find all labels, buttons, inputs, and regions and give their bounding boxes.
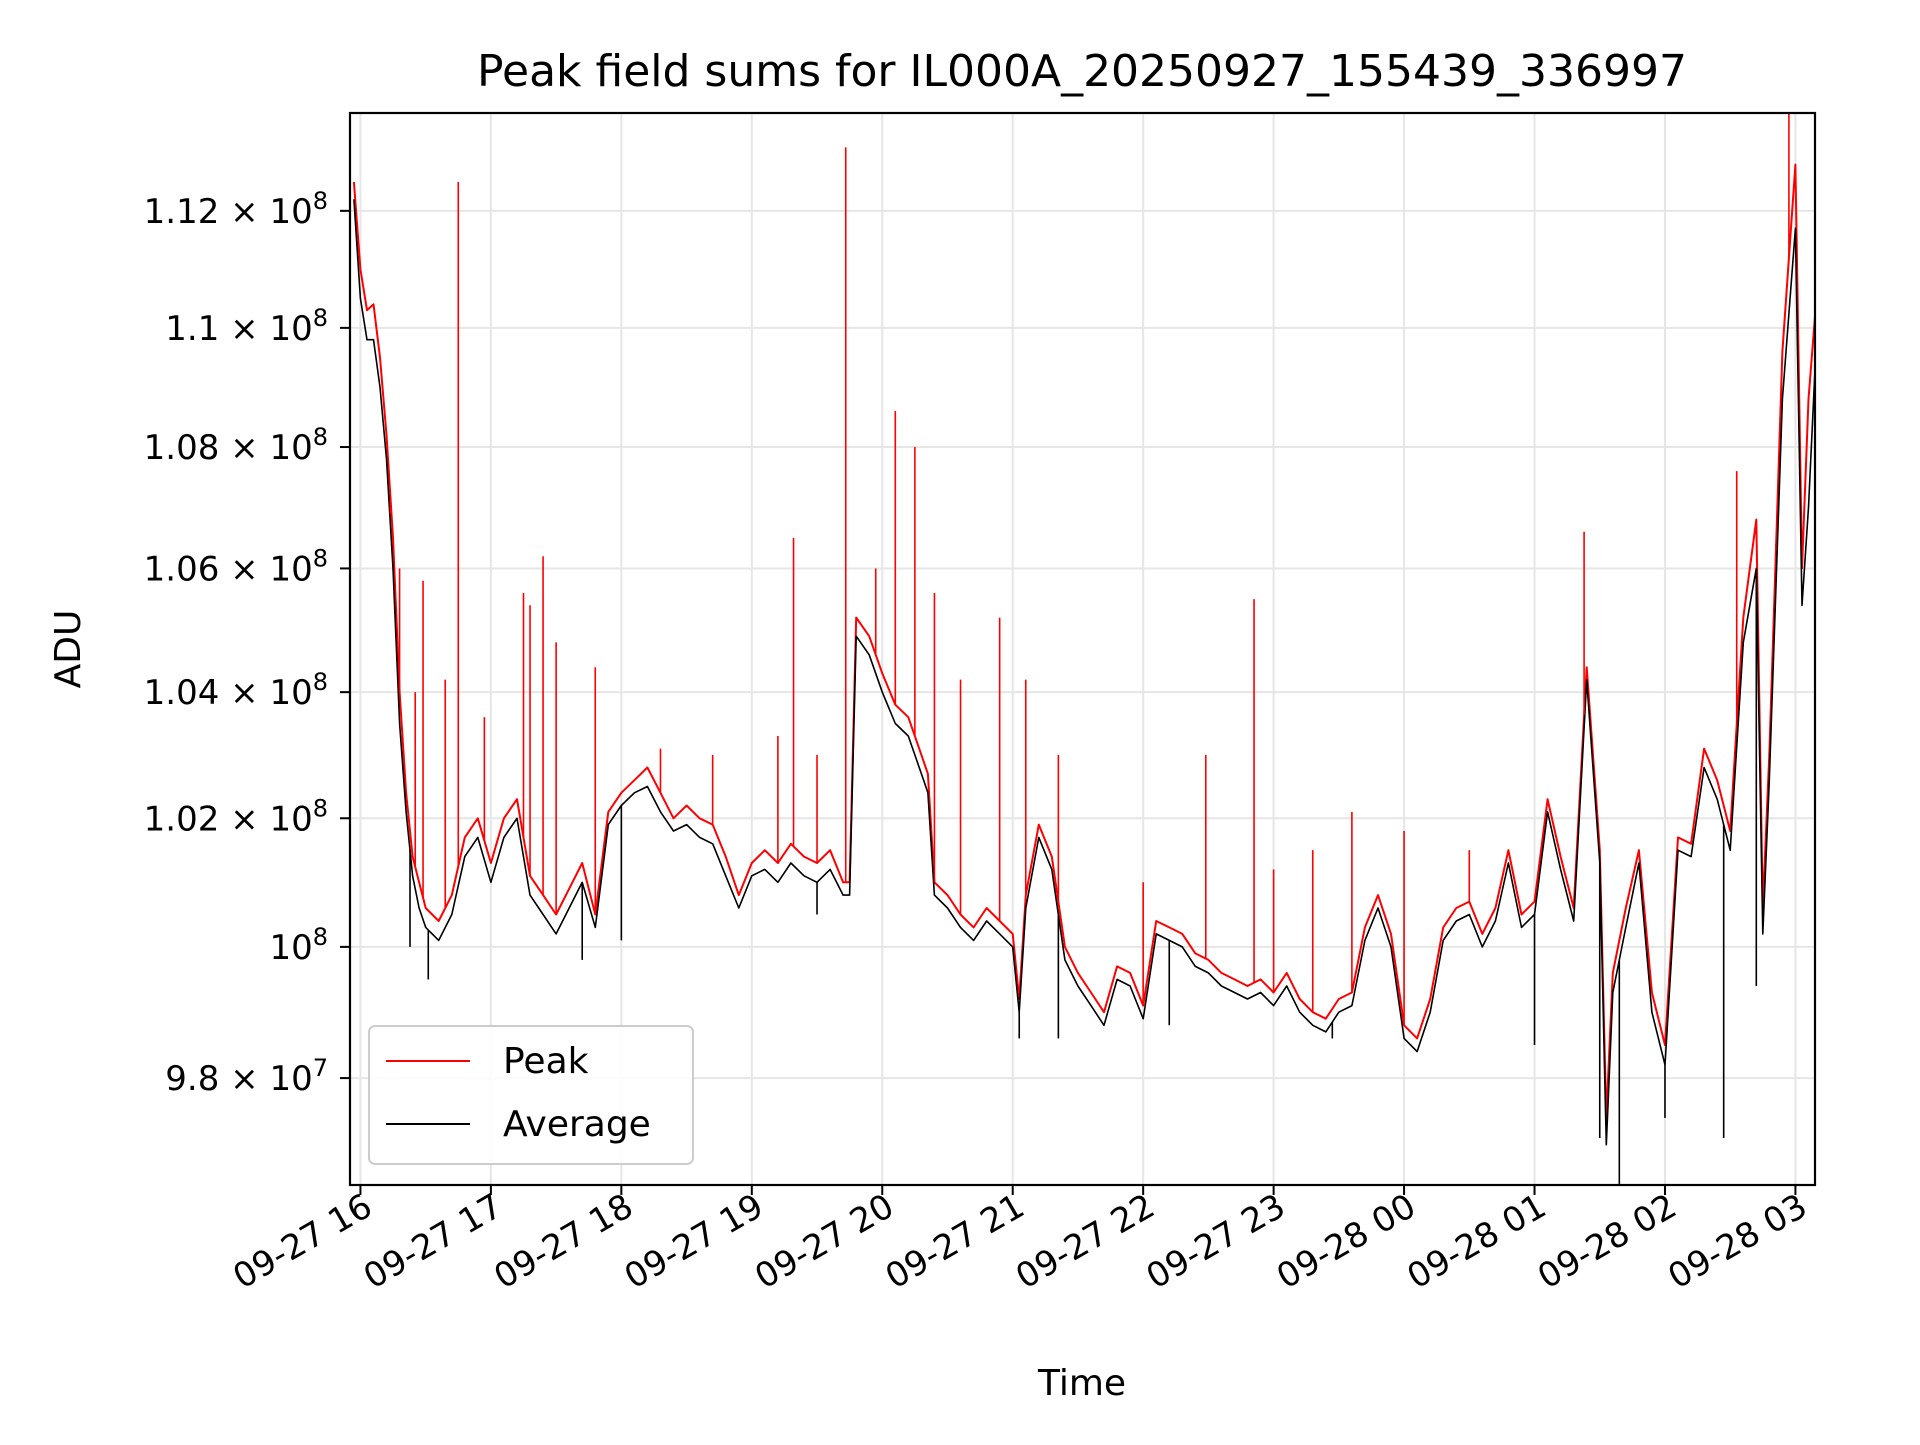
series-line-average	[353, 199, 1816, 1146]
y-tick-label: 1.06 × 108	[144, 544, 328, 589]
y-tick-label: 1.02 × 108	[144, 794, 328, 839]
y-tick-label: 1.12 × 108	[144, 187, 328, 232]
y-tick-label: 1.04 × 108	[144, 668, 328, 713]
y-tick-label: 1.08 × 108	[144, 423, 328, 468]
grid	[350, 113, 1815, 1185]
legend-label-average: Average	[503, 1104, 651, 1145]
series-line-peak	[352, 163, 1816, 1119]
y-axis-label: ADU	[48, 610, 89, 689]
legend-label-peak: Peak	[503, 1041, 589, 1082]
x-axis-label: Time	[1037, 1363, 1126, 1404]
y-tick-label: 1.1 × 108	[165, 304, 328, 349]
chart-title: Peak field sums for IL000A_20250927_1554…	[477, 46, 1687, 97]
y-tick-label: 108	[269, 923, 328, 968]
legend: Peak Average	[368, 1025, 694, 1165]
plot-frame	[348, 111, 1817, 1187]
y-tick-label: 9.8 × 107	[165, 1054, 328, 1099]
plot-data	[352, 113, 1816, 1185]
